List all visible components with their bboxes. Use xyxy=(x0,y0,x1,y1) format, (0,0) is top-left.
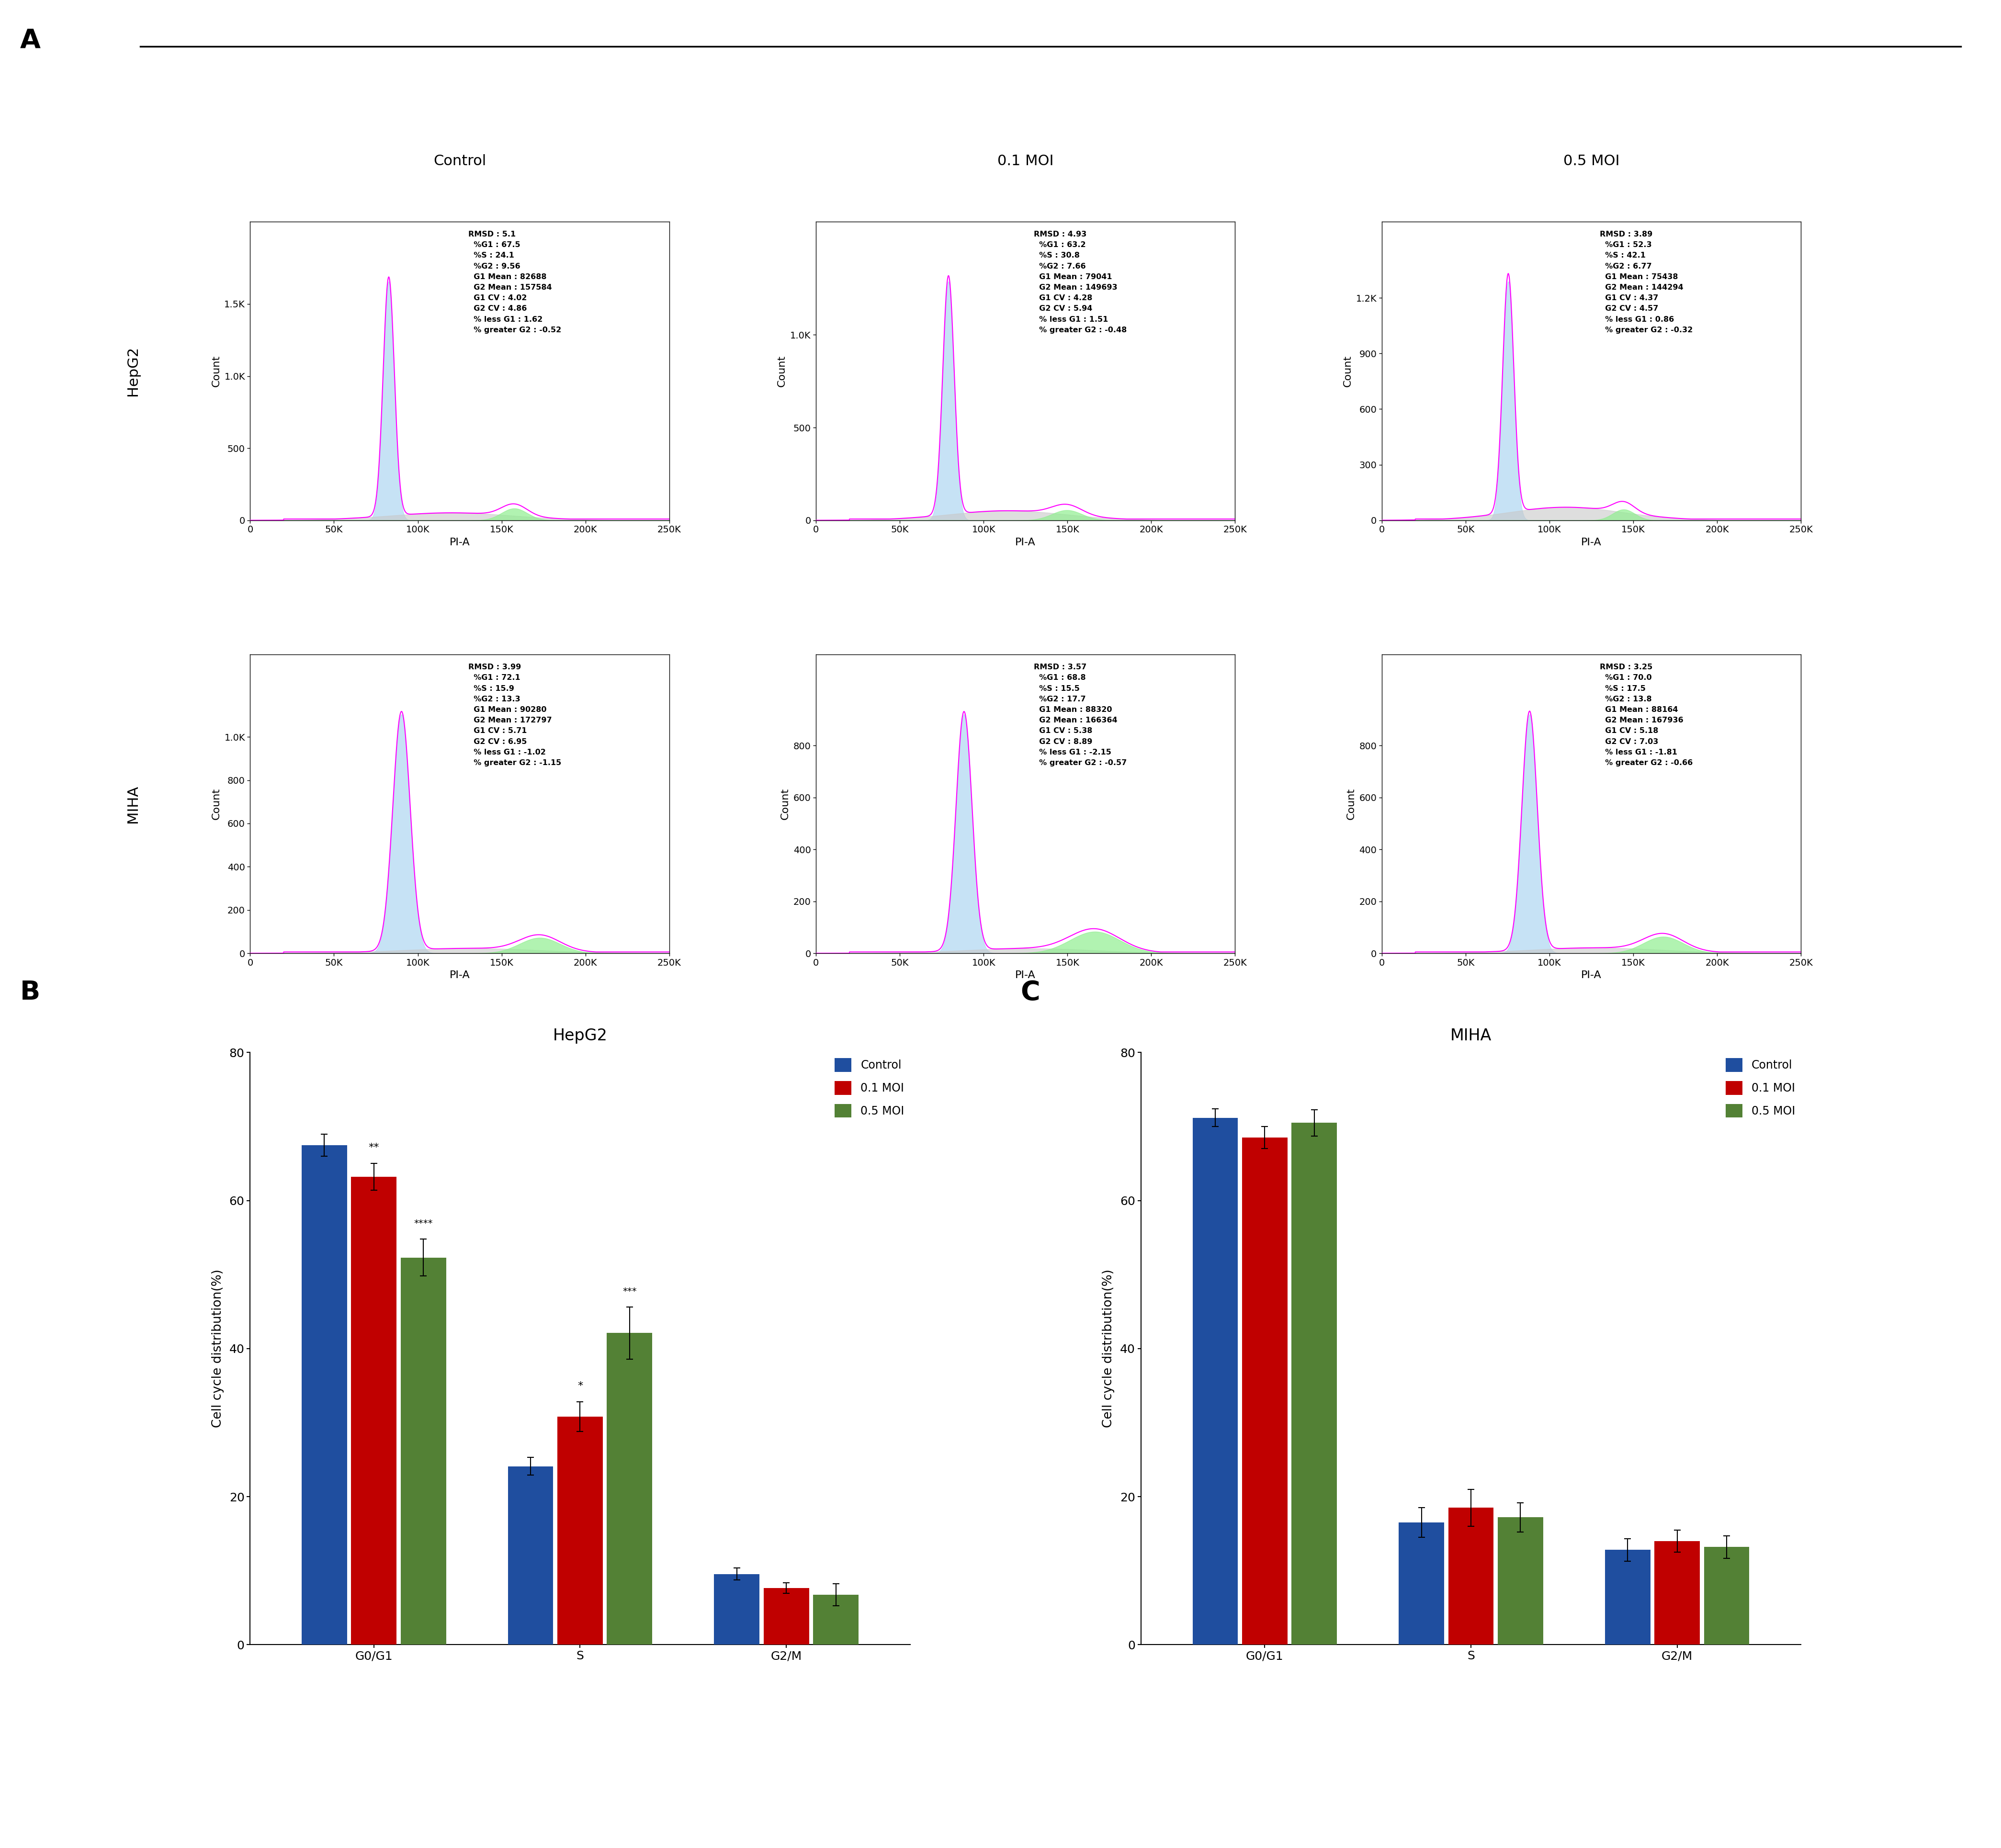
Bar xyxy=(558,1417,602,1645)
Text: HepG2: HepG2 xyxy=(126,346,140,395)
Bar xyxy=(606,1332,652,1645)
Text: *: * xyxy=(578,1380,582,1392)
Y-axis label: Count: Count xyxy=(212,355,220,386)
X-axis label: PI-A: PI-A xyxy=(1581,970,1601,979)
Bar xyxy=(714,1574,760,1645)
Y-axis label: Cell cycle distribution(%): Cell cycle distribution(%) xyxy=(1103,1270,1115,1429)
Text: RMSD : 4.93
  %G1 : 63.2
  %S : 30.8
  %G2 : 7.66
  G1 Mean : 79041
  G2 Mean : : RMSD : 4.93 %G1 : 63.2 %S : 30.8 %G2 : 7… xyxy=(1035,231,1127,333)
X-axis label: PI-A: PI-A xyxy=(1581,538,1601,547)
X-axis label: PI-A: PI-A xyxy=(450,538,470,547)
Bar xyxy=(1399,1523,1445,1645)
Y-axis label: Count: Count xyxy=(212,787,220,821)
Text: B: B xyxy=(20,979,40,1005)
Y-axis label: Count: Count xyxy=(776,355,786,386)
Title: HepG2: HepG2 xyxy=(552,1027,608,1044)
Text: Control: Control xyxy=(434,153,486,168)
Bar xyxy=(1705,1547,1749,1645)
Legend: Control, 0.1 MOI, 0.5 MOI: Control, 0.1 MOI, 0.5 MOI xyxy=(834,1059,904,1118)
Bar xyxy=(1449,1508,1493,1645)
X-axis label: PI-A: PI-A xyxy=(1015,538,1037,547)
Text: RMSD : 3.25
  %G1 : 70.0
  %S : 17.5
  %G2 : 13.8
  G1 Mean : 88164
  G2 Mean : : RMSD : 3.25 %G1 : 70.0 %S : 17.5 %G2 : 1… xyxy=(1599,663,1693,767)
Text: 0.5 MOI: 0.5 MOI xyxy=(1563,153,1619,168)
Bar xyxy=(1499,1517,1543,1645)
Text: RMSD : 5.1
  %G1 : 67.5
  %S : 24.1
  %G2 : 9.56
  G1 Mean : 82688
  G2 Mean : 1: RMSD : 5.1 %G1 : 67.5 %S : 24.1 %G2 : 9.… xyxy=(468,231,560,333)
Text: C: C xyxy=(1021,979,1041,1005)
Y-axis label: Count: Count xyxy=(1347,787,1357,821)
Y-axis label: Count: Count xyxy=(1343,355,1353,386)
Y-axis label: Count: Count xyxy=(780,787,790,821)
Bar xyxy=(1243,1138,1287,1645)
Bar xyxy=(1291,1124,1337,1645)
Text: RMSD : 3.99
  %G1 : 72.1
  %S : 15.9
  %G2 : 13.3
  G1 Mean : 90280
  G2 Mean : : RMSD : 3.99 %G1 : 72.1 %S : 15.9 %G2 : 1… xyxy=(468,663,560,767)
Text: RMSD : 3.57
  %G1 : 68.8
  %S : 15.5
  %G2 : 17.7
  G1 Mean : 88320
  G2 Mean : : RMSD : 3.57 %G1 : 68.8 %S : 15.5 %G2 : 1… xyxy=(1035,663,1127,767)
Bar xyxy=(302,1146,346,1645)
Bar xyxy=(812,1595,858,1645)
Bar xyxy=(508,1465,552,1645)
X-axis label: PI-A: PI-A xyxy=(450,970,470,979)
Text: A: A xyxy=(20,28,40,54)
Text: ***: *** xyxy=(622,1286,636,1295)
Legend: Control, 0.1 MOI, 0.5 MOI: Control, 0.1 MOI, 0.5 MOI xyxy=(1725,1059,1795,1118)
Text: MIHA: MIHA xyxy=(126,785,140,822)
Bar xyxy=(1605,1550,1651,1645)
Bar xyxy=(764,1587,808,1645)
Text: 0.1 MOI: 0.1 MOI xyxy=(996,153,1055,168)
Y-axis label: Cell cycle distribution(%): Cell cycle distribution(%) xyxy=(212,1270,224,1429)
X-axis label: PI-A: PI-A xyxy=(1015,970,1037,979)
Bar xyxy=(1193,1118,1239,1645)
Bar xyxy=(400,1258,446,1645)
Text: **: ** xyxy=(368,1142,380,1153)
Bar xyxy=(350,1177,396,1645)
Title: MIHA: MIHA xyxy=(1451,1027,1491,1044)
Bar xyxy=(1655,1541,1701,1645)
Text: ****: **** xyxy=(414,1220,432,1227)
Text: RMSD : 3.89
  %G1 : 52.3
  %S : 42.1
  %G2 : 6.77
  G1 Mean : 75438
  G2 Mean : : RMSD : 3.89 %G1 : 52.3 %S : 42.1 %G2 : 6… xyxy=(1599,231,1693,333)
